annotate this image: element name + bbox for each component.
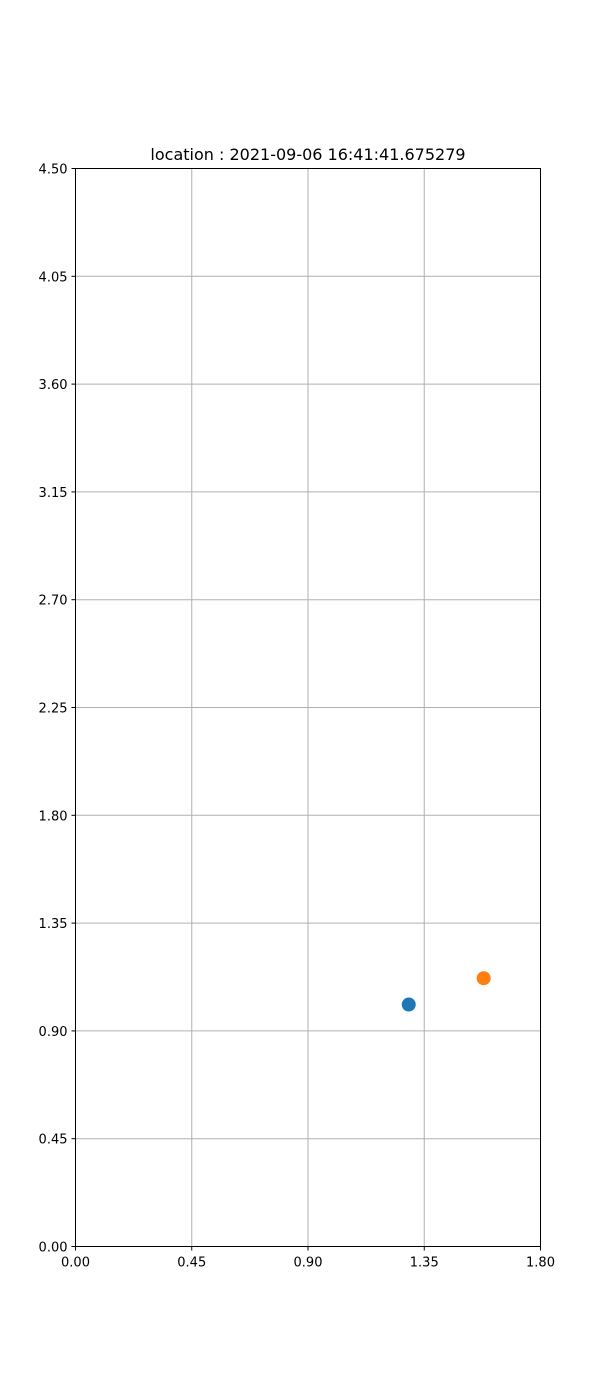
y-tick-label: 1.80 (39, 809, 68, 824)
y-tick-label: 2.25 (39, 702, 68, 717)
x-tick-label: 0.00 (61, 1256, 90, 1271)
data-point-series-2 (476, 971, 491, 986)
x-tick-label: 1.35 (410, 1256, 439, 1271)
grid-lines (75, 168, 541, 1247)
x-tick-label: 1.80 (526, 1256, 555, 1271)
y-tick-label: 1.35 (39, 917, 68, 932)
data-point-series-1 (401, 997, 416, 1012)
y-tick-label: 0.00 (39, 1241, 68, 1256)
y-tick-label: 2.70 (39, 594, 68, 609)
data-points (401, 971, 491, 1012)
y-tick-label: 0.90 (39, 1025, 68, 1040)
x-tick-label: 0.45 (177, 1256, 206, 1271)
y-tick-label: 4.50 (39, 163, 68, 178)
y-tick-label: 3.60 (39, 378, 68, 393)
chart-title: location : 2021-09-06 16:41:41.675279 (150, 145, 465, 164)
y-tick-label: 4.05 (39, 270, 68, 285)
y-tick-label: 0.45 (39, 1133, 68, 1148)
x-tick-label: 0.90 (294, 1256, 323, 1271)
y-tick-label: 3.15 (39, 486, 68, 501)
axis-ticks: 0.00 0.45 0.90 1.35 1.80 0.00 0.45 0.90 1.35 1.80… (39, 163, 555, 1271)
